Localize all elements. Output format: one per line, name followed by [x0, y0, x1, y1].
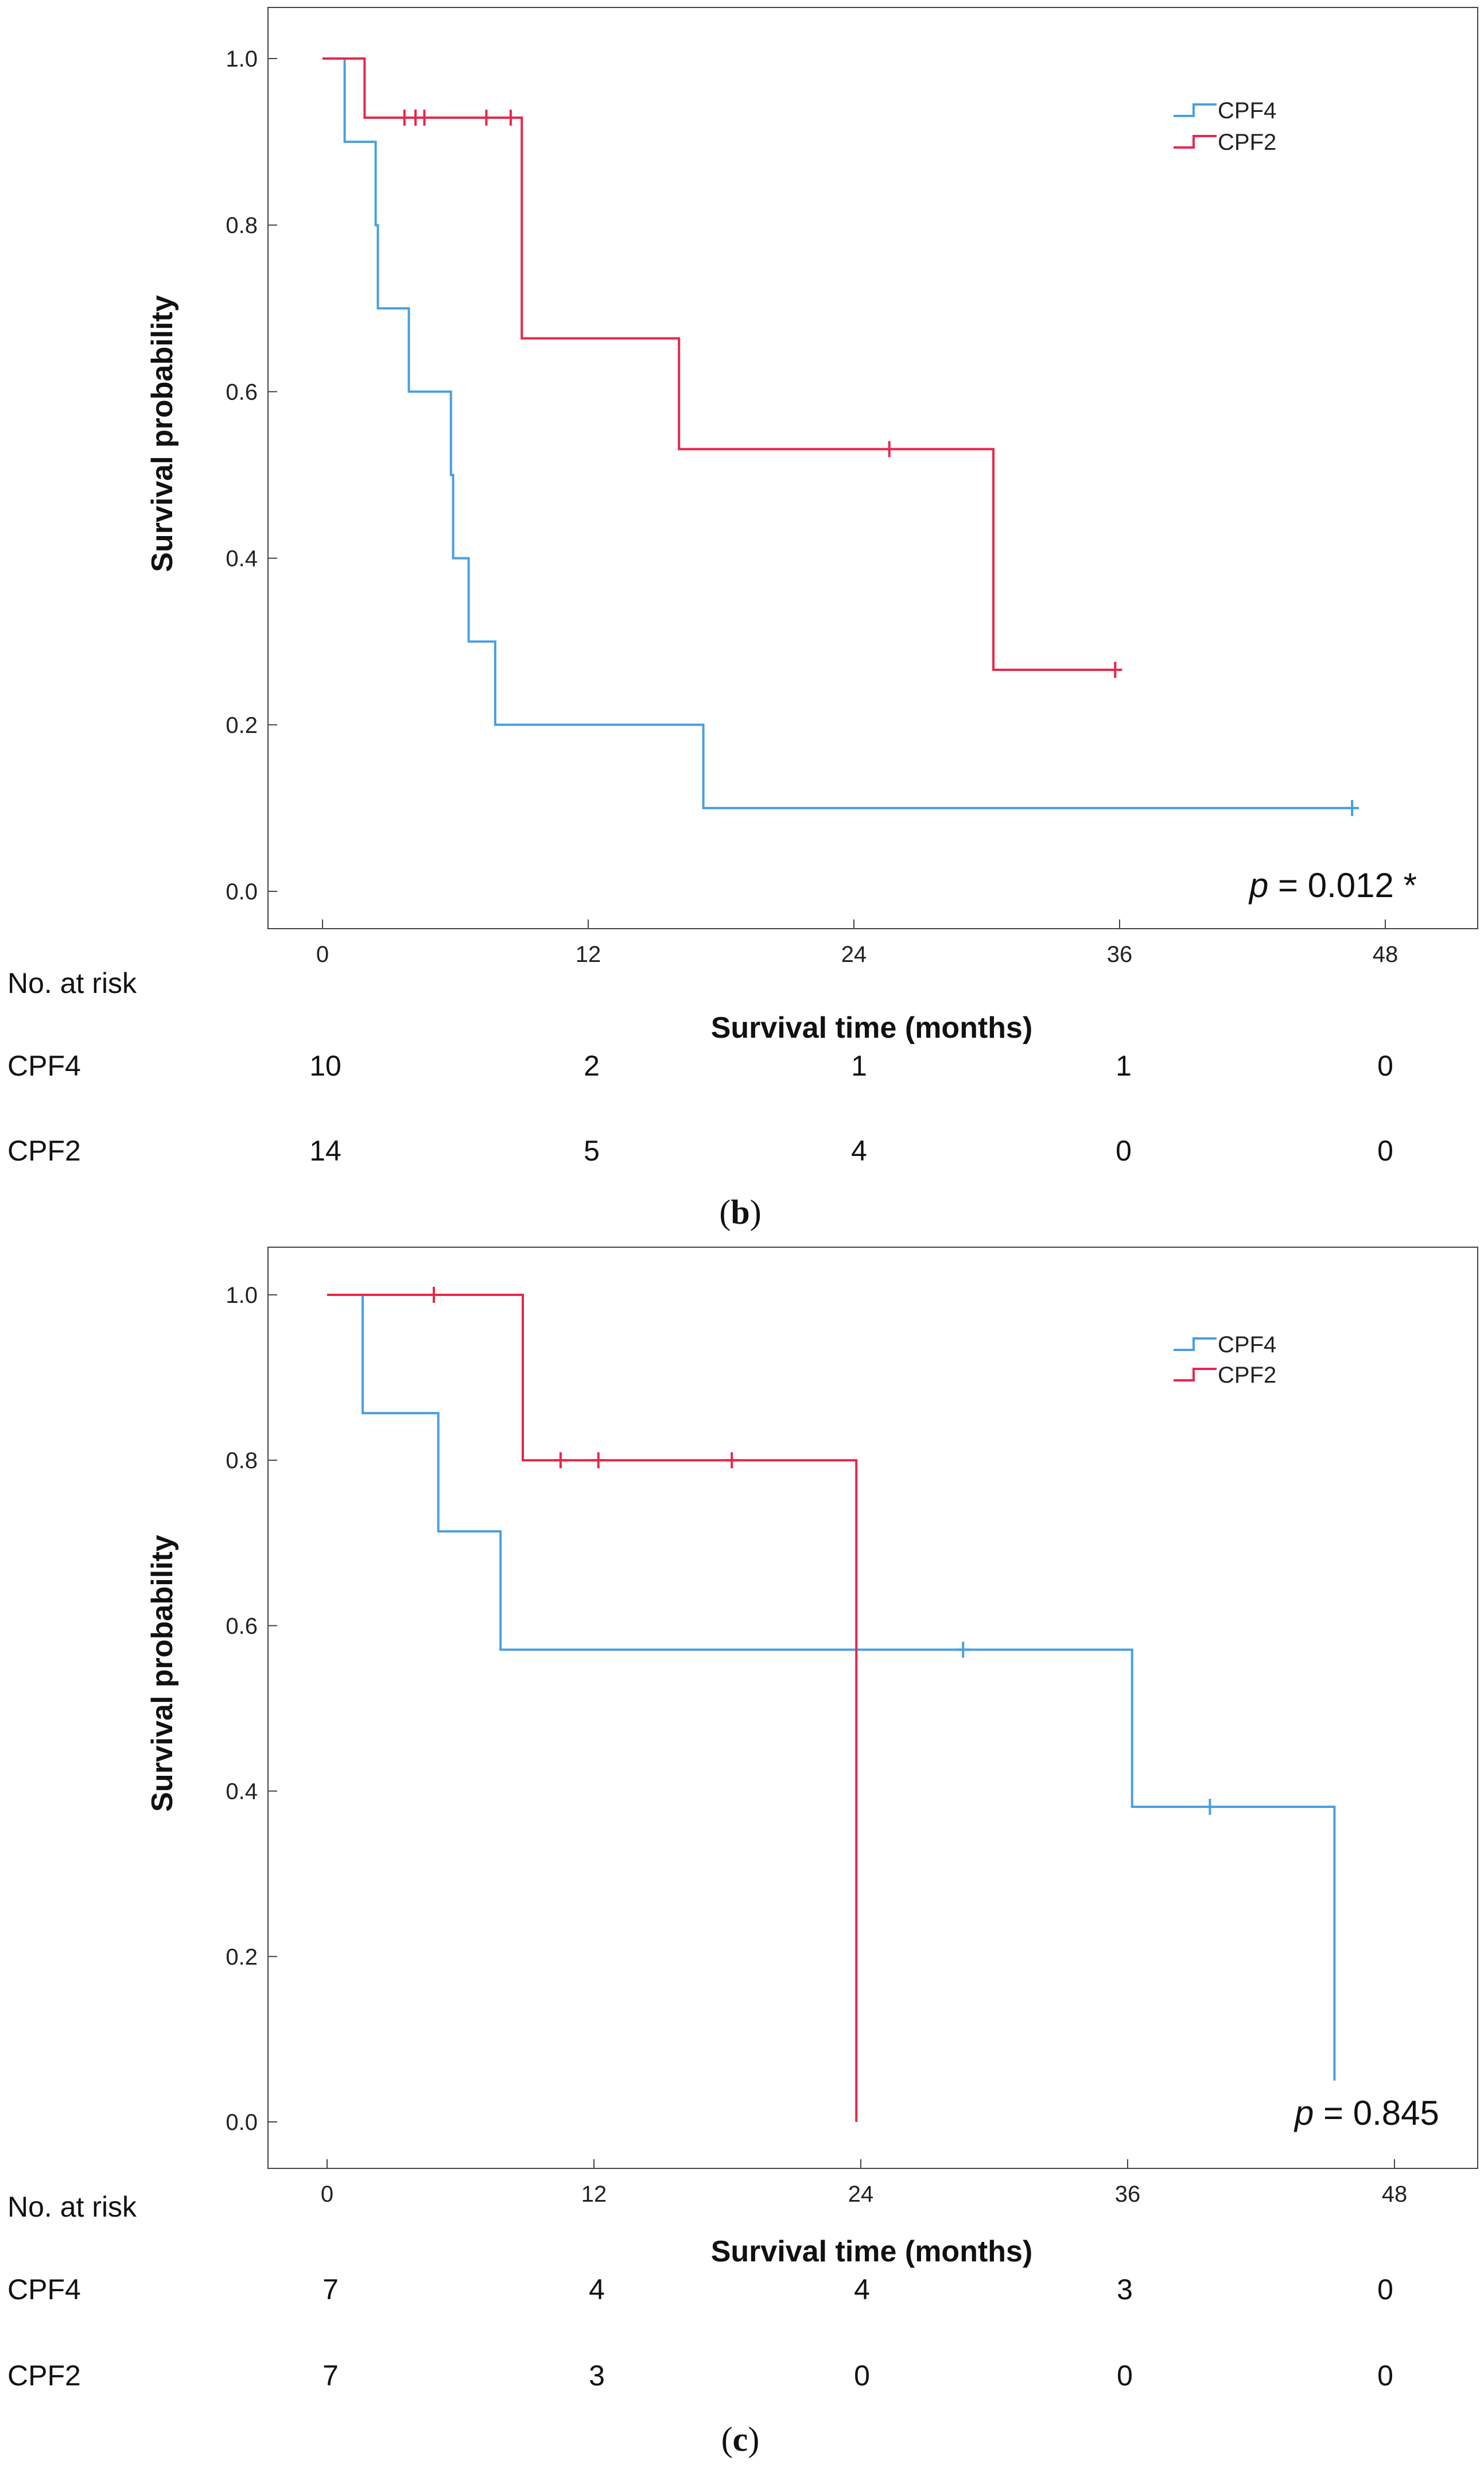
risk-count: 0 — [1377, 1135, 1393, 1167]
y-tick-label: 0.2 — [226, 1945, 258, 1970]
x-tick-label: 24 — [841, 942, 867, 967]
risk-table-title: No. at risk — [7, 967, 137, 999]
censor-mark-cpf2 — [417, 110, 432, 126]
legend-label-cpf2: CPF2 — [1218, 1363, 1276, 1388]
y-tick-label: 0.8 — [226, 213, 258, 238]
y-tick-label: 0.0 — [226, 879, 258, 905]
y-tick-label: 0.6 — [226, 379, 258, 405]
y-tick-label: 1.0 — [226, 46, 258, 72]
caption-letter: c — [733, 2420, 748, 2458]
y-axis-title: Survival probability — [146, 295, 179, 572]
y-tick-label: 0.6 — [226, 1613, 258, 1639]
x-tick-label: 0 — [316, 942, 329, 967]
risk-count: 3 — [1117, 2273, 1133, 2306]
x-tick-label: 0 — [321, 2182, 333, 2207]
caption-paren: ( — [721, 2420, 733, 2458]
risk-count: 1 — [851, 1050, 867, 1082]
censor-mark-cpf2 — [479, 110, 494, 126]
risk-count: 0 — [1377, 1050, 1393, 1082]
censor-mark-cpf2 — [725, 1452, 739, 1469]
survival-chart-c: 0.0 0.2 0.4 0.6 0.8 1.0 0 12 24 36 48 Survival prob… — [7, 1247, 1478, 2458]
risk-count: 10 — [309, 1050, 341, 1082]
p-value-annotation: p = 0.845 — [1293, 2094, 1439, 2132]
legend-swatch-cpf4 — [1174, 1337, 1217, 1351]
kaplan-meier-panel-b: 0.0 0.2 0.4 0.6 0.8 1.0 0 12 24 36 48 Survival prob… — [7, 7, 1478, 1231]
x-tick-label: 48 — [1382, 2182, 1408, 2207]
risk-count: 0 — [1117, 2360, 1133, 2392]
y-tick-label: 0.4 — [226, 1779, 258, 1805]
legend-swatch-cpf2 — [1174, 135, 1217, 149]
y-tick-label: 0.0 — [226, 2110, 258, 2135]
legend-label-cpf4: CPF4 — [1218, 1332, 1276, 1357]
risk-count: 7 — [323, 2273, 339, 2306]
risk-count: 0 — [1377, 2360, 1393, 2392]
y-tick-label: 0.2 — [226, 713, 258, 738]
risk-count: 14 — [309, 1135, 341, 1167]
x-tick-label: 24 — [848, 2182, 874, 2207]
kaplan-meier-panel-c: 0.0 0.2 0.4 0.6 0.8 1.0 0 12 24 36 48 Survival prob… — [0, 1234, 1484, 2468]
risk-count: 7 — [323, 2360, 339, 2392]
y-axis-title: Survival probability — [146, 1535, 179, 1812]
censor-mark-cpf2 — [591, 1452, 605, 1469]
risk-count: 4 — [589, 2273, 605, 2306]
risk-count: 4 — [851, 1135, 867, 1167]
p-value-text: = 0.012 * — [1268, 866, 1417, 905]
survival-curve-cpf4 — [327, 1294, 1336, 2081]
caption-letter: b — [731, 1193, 749, 1231]
caption-paren: ( — [719, 1193, 731, 1231]
risk-count: 3 — [589, 2360, 605, 2392]
risk-count: 1 — [1116, 1050, 1132, 1082]
survival-curve-cpf2 — [327, 1294, 858, 2122]
censor-mark-cpf2 — [503, 110, 518, 126]
censor-mark-cpf2 — [882, 441, 896, 457]
panel-caption: (b) — [719, 1193, 761, 1231]
legend-swatch-cpf2 — [1174, 1368, 1217, 1382]
legend-label-cpf2: CPF2 — [1218, 130, 1276, 155]
survival-curve-cpf4 — [323, 57, 1353, 809]
x-tick-label: 48 — [1373, 942, 1398, 967]
p-value-symbol: p — [1248, 866, 1268, 905]
risk-count: 2 — [584, 1050, 600, 1082]
x-axis-title: Survival time (months) — [711, 1011, 1033, 1045]
risk-row-label-cpf4: CPF4 — [7, 2273, 81, 2306]
p-value-symbol: p — [1293, 2094, 1314, 2132]
p-value-annotation: p = 0.012 * — [1248, 866, 1417, 905]
y-tick-label: 1.0 — [226, 1283, 258, 1308]
y-tick-label: 0.4 — [226, 546, 258, 572]
censor-mark-cpf2 — [553, 1452, 568, 1469]
x-axis-title: Survival time (months) — [711, 2235, 1033, 2268]
p-value-text: = 0.845 — [1314, 2094, 1439, 2132]
plot-frame — [267, 7, 1478, 929]
risk-count: 4 — [854, 2273, 870, 2306]
legend-swatch-cpf4 — [1174, 103, 1217, 117]
x-tick-label: 36 — [1107, 942, 1133, 967]
caption-paren: ) — [748, 2420, 759, 2458]
risk-table-title: No. at risk — [7, 2191, 137, 2223]
caption-paren: ) — [750, 1193, 762, 1231]
risk-row-label-cpf2: CPF2 — [7, 1135, 81, 1167]
risk-row-label-cpf4: CPF4 — [7, 1050, 81, 1082]
survival-curve-cpf2 — [323, 57, 1116, 672]
censor-mark-cpf2 — [427, 1287, 441, 1303]
censor-mark-cpf4 — [1345, 800, 1359, 816]
censor-mark-cpf4 — [1203, 1798, 1217, 1815]
risk-count: 0 — [1116, 1135, 1132, 1167]
legend-label-cpf4: CPF4 — [1218, 98, 1276, 123]
panel-caption: (c) — [721, 2420, 760, 2458]
risk-row-label-cpf2: CPF2 — [7, 2360, 81, 2392]
x-tick-label: 12 — [576, 942, 601, 967]
x-tick-label: 12 — [581, 2182, 607, 2207]
risk-count: 5 — [584, 1135, 600, 1167]
censor-mark-cpf2 — [1108, 662, 1122, 678]
risk-count: 0 — [854, 2360, 870, 2392]
risk-count: 0 — [1377, 2273, 1393, 2306]
x-tick-label: 36 — [1115, 2182, 1141, 2207]
y-tick-label: 0.8 — [226, 1448, 258, 1473]
censor-mark-cpf4 — [956, 1642, 970, 1658]
plot-frame — [267, 1247, 1478, 2169]
